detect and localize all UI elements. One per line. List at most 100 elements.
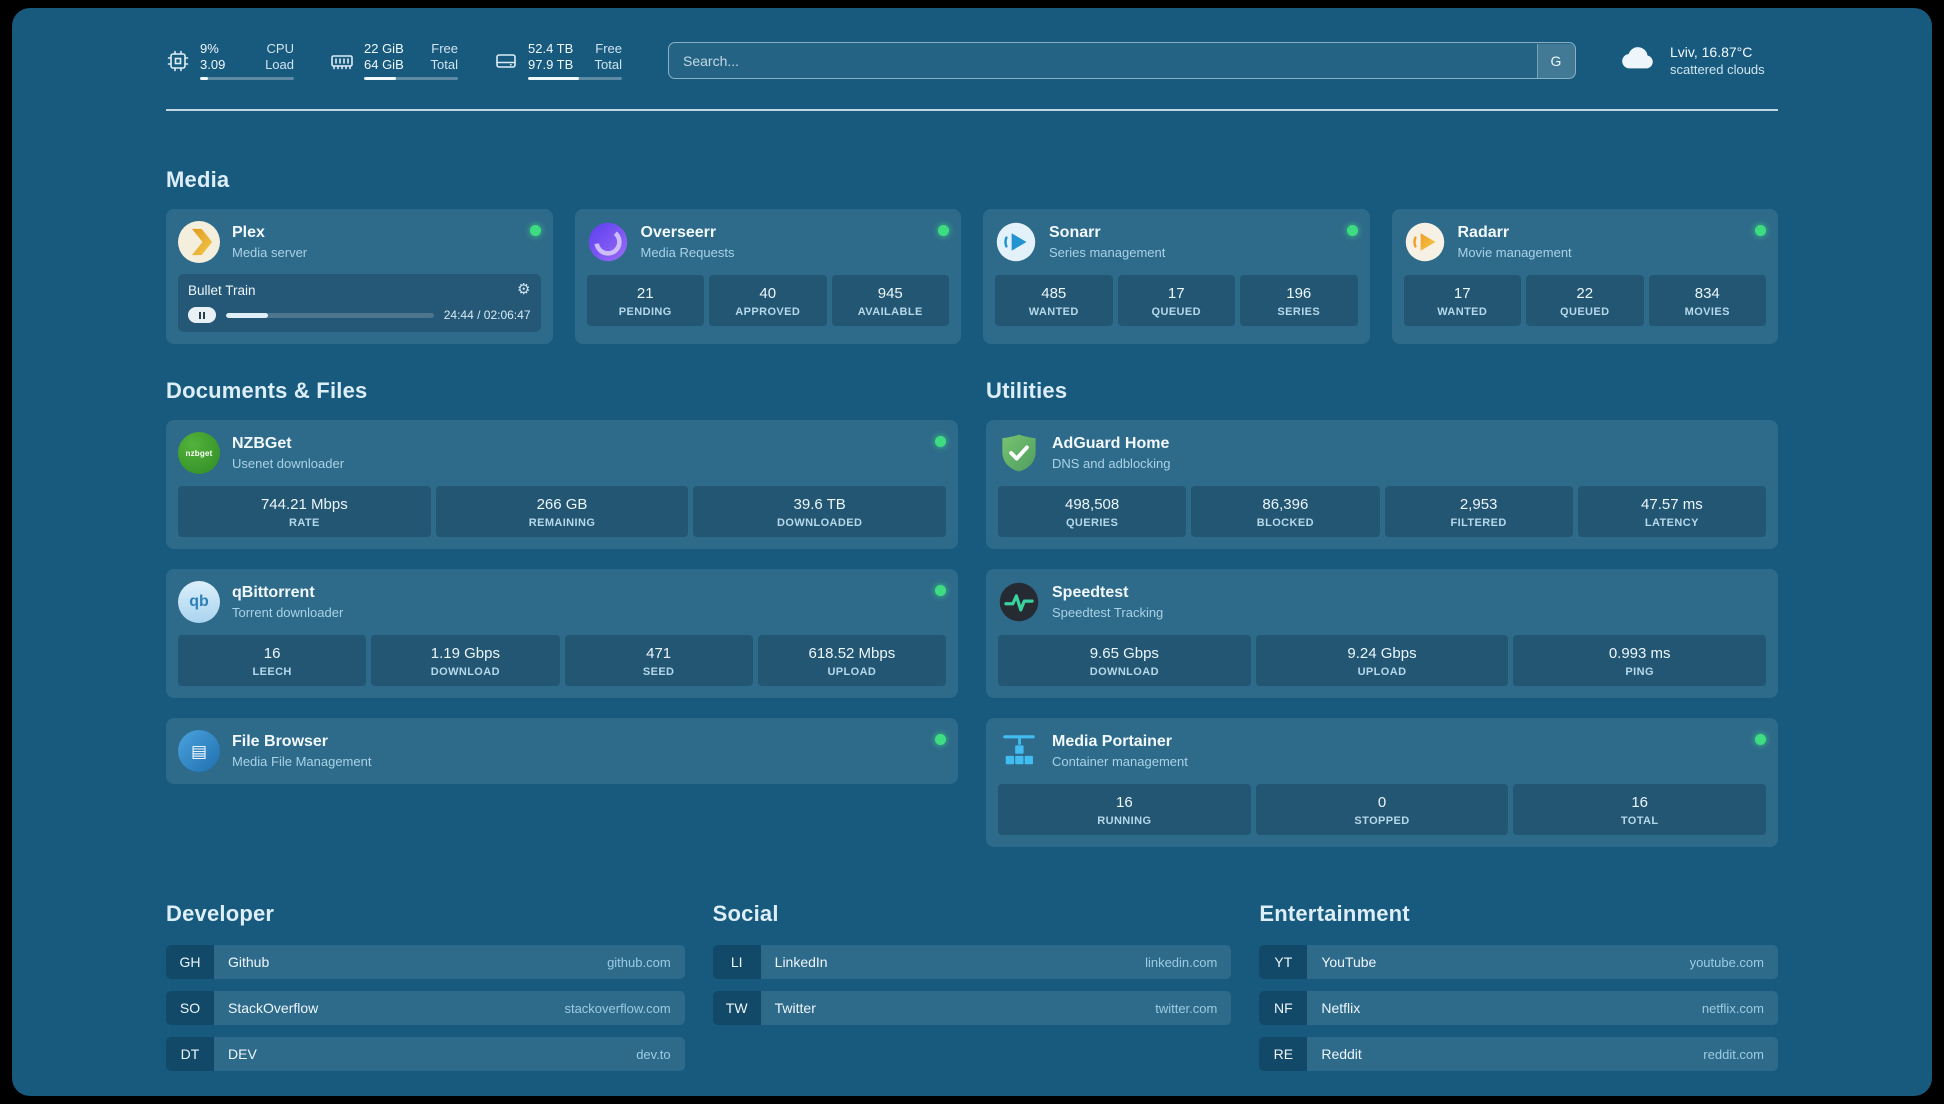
cpu-usage-label: CPU	[266, 41, 294, 56]
plex-icon	[178, 221, 220, 263]
service-card-overseerr[interactable]: Overseerr Media Requests 21 PENDING 40 A…	[574, 209, 961, 344]
bookmark-stackoverflow[interactable]: SO StackOverflow stackoverflow.com	[166, 991, 685, 1025]
cpu-load-value: 3.09	[200, 57, 226, 72]
stat-download: 1.19 Gbps DOWNLOAD	[371, 635, 560, 686]
memory-progress-bar	[364, 77, 458, 80]
utilities-section: Utilities	[986, 378, 1778, 847]
disk-total-label: Total	[594, 57, 622, 72]
service-card-filebrowser[interactable]: ▤ File Browser Media File Management	[166, 718, 958, 784]
search-input[interactable]	[668, 42, 1576, 79]
bookmark-netflix[interactable]: NF Netflix netflix.com	[1259, 991, 1778, 1025]
bookmark-url: github.com	[607, 954, 671, 970]
bookmark-group-social: Social LI LinkedIn linkedin.com TW Twitt…	[712, 901, 1232, 1071]
bookmark-url: dev.to	[636, 1046, 671, 1062]
bookmark-github[interactable]: GH Github github.com	[166, 945, 685, 979]
stat-running: 16 RUNNING	[998, 784, 1251, 835]
bookmark-abbr: TW	[712, 991, 761, 1025]
service-name: Overseerr	[640, 224, 717, 241]
service-card-nzbget[interactable]: nzbget NZBGet Usenet downloader 744.21 M…	[166, 420, 958, 549]
stat-upload: 618.52 Mbps UPLOAD	[757, 635, 946, 686]
memory-free-value: 22 GiB	[364, 41, 404, 56]
service-card-qbittorrent[interactable]: qb qBittorrent Torrent downloader 16	[166, 569, 958, 698]
service-subtitle: Media File Management	[232, 754, 372, 769]
search-bar: G	[668, 42, 1576, 79]
bookmark-twitter[interactable]: TW Twitter twitter.com	[712, 991, 1232, 1025]
service-subtitle: Torrent downloader	[232, 605, 344, 620]
bookmark-name: Twitter	[774, 1000, 816, 1016]
search-provider-button[interactable]: G	[1536, 43, 1575, 78]
adguard-icon	[998, 432, 1040, 474]
service-card-adguard[interactable]: AdGuard Home DNS and adblocking 498,508 …	[986, 420, 1778, 549]
service-subtitle: Usenet downloader	[232, 456, 345, 471]
bookmark-name: Reddit	[1321, 1046, 1362, 1062]
memory-total-value: 64 GiB	[364, 57, 404, 72]
now-playing-time: 24:44 / 02:06:47	[443, 308, 531, 322]
status-dot	[1755, 734, 1766, 745]
disk-widget: 52.4 TB Free 97.9 TB Total	[494, 41, 622, 80]
bookmark-url: reddit.com	[1703, 1046, 1764, 1062]
status-dot	[935, 734, 946, 745]
stat-queued: 22 QUEUED	[1526, 275, 1644, 326]
memory-free-label: Free	[431, 41, 458, 56]
stat-downloaded: 39.6 TB DOWNLOADED	[693, 486, 947, 537]
stat-upload: 9.24 Gbps UPLOAD	[1255, 635, 1509, 686]
pause-button[interactable]	[188, 307, 216, 323]
stat-pending: 21 PENDING	[586, 275, 704, 326]
service-card-plex[interactable]: Plex Media server Bullet Train ⚙	[166, 209, 553, 344]
dashboard-root: 9% CPU 3.09 Load	[12, 8, 1932, 1096]
section-title-developer: Developer	[166, 901, 275, 926]
stat-leech: 16 LEECH	[178, 635, 367, 686]
bookmark-name: LinkedIn	[774, 954, 828, 970]
section-title-media: Media	[166, 167, 230, 192]
bookmark-dev[interactable]: DT DEV dev.to	[166, 1037, 685, 1071]
overseerr-icon	[587, 221, 629, 263]
service-name: Sonarr	[1049, 224, 1101, 241]
gear-icon[interactable]: ⚙	[517, 281, 531, 298]
service-subtitle: Media Requests	[640, 245, 735, 260]
plex-now-playing: Bullet Train ⚙ 24:44 / 02:06:47	[178, 274, 541, 332]
stat-wanted: 17 WANTED	[1403, 275, 1521, 326]
service-subtitle: Media server	[232, 245, 308, 260]
bookmark-reddit[interactable]: RE Reddit reddit.com	[1259, 1037, 1778, 1071]
service-subtitle: DNS and adblocking	[1052, 456, 1171, 471]
service-card-speedtest[interactable]: Speedtest Speedtest Tracking 9.65 Gbps D…	[986, 569, 1778, 698]
service-name: AdGuard Home	[1052, 435, 1170, 452]
nzbget-icon: nzbget	[178, 432, 220, 474]
status-dot	[935, 436, 946, 447]
bookmark-url: stackoverflow.com	[564, 1000, 671, 1016]
service-subtitle: Series management	[1049, 245, 1166, 260]
status-dot	[1346, 225, 1358, 236]
service-name: Plex	[232, 224, 265, 241]
stat-latency: 47.57 ms LATENCY	[1577, 486, 1766, 537]
stat-available: 945 AVAILABLE	[831, 275, 949, 326]
stat-seed: 471 SEED	[564, 635, 753, 686]
bookmark-url: twitter.com	[1155, 1000, 1218, 1016]
service-name: File Browser	[232, 733, 329, 750]
weather-widget[interactable]: Lviv, 16.87°C scattered clouds	[1618, 38, 1778, 83]
section-title-utilities: Utilities	[986, 378, 1068, 403]
service-subtitle: Container management	[1052, 754, 1188, 769]
service-name: Speedtest	[1052, 584, 1129, 601]
memory-icon	[330, 49, 354, 73]
bookmark-abbr: SO	[166, 991, 214, 1025]
stat-filtered: 2,953 FILTERED	[1384, 486, 1573, 537]
playback-progress-bar[interactable]	[226, 312, 434, 318]
service-card-sonarr[interactable]: Sonarr Series management 485 WANTED 17 Q…	[983, 209, 1370, 344]
bookmark-linkedin[interactable]: LI LinkedIn linkedin.com	[712, 945, 1232, 979]
service-card-portainer[interactable]: Media Portainer Container management 16 …	[986, 718, 1778, 847]
service-name: Media Portainer	[1052, 733, 1173, 750]
bookmark-url: linkedin.com	[1145, 954, 1218, 970]
status-dot	[938, 225, 949, 236]
service-card-radarr[interactable]: Radarr Movie management 17 WANTED 22 QUE…	[1391, 209, 1778, 344]
media-section: Media Plex	[166, 167, 1778, 344]
bookmark-name: Github	[228, 954, 270, 970]
top-bar: 9% CPU 3.09 Load	[166, 38, 1778, 83]
bookmark-abbr: YT	[1259, 945, 1308, 979]
bookmark-abbr: RE	[1259, 1037, 1308, 1071]
bookmark-url: netflix.com	[1701, 1000, 1764, 1016]
stat-download: 9.65 Gbps DOWNLOAD	[998, 635, 1251, 686]
cpu-load-label: Load	[265, 57, 294, 72]
bookmark-youtube[interactable]: YT YouTube youtube.com	[1259, 945, 1778, 979]
bookmark-abbr: LI	[712, 945, 761, 979]
bookmark-name: DEV	[228, 1046, 257, 1062]
